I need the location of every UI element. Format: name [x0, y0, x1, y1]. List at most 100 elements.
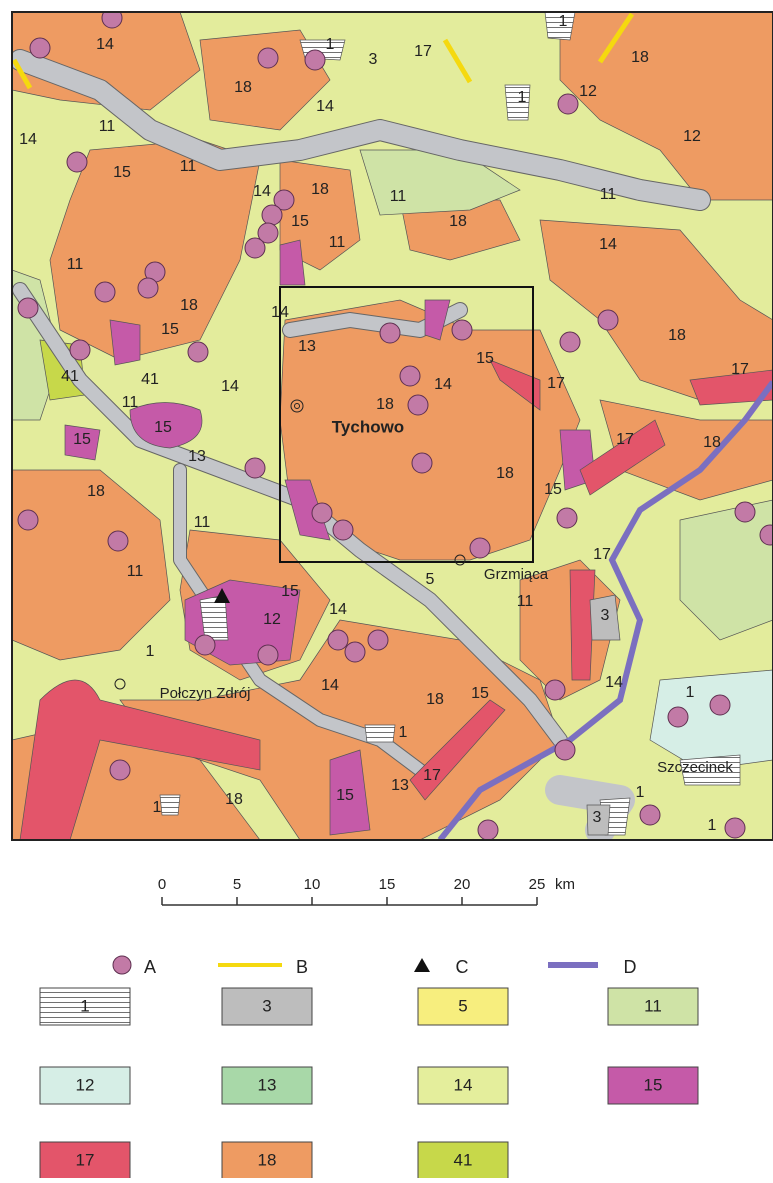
legend-label: B: [296, 957, 308, 977]
deposit-marker: [345, 642, 365, 662]
unit-label: 11: [127, 563, 144, 580]
unit-label: 15: [471, 685, 489, 702]
unit-label: 18: [631, 49, 649, 66]
deposit-marker: [400, 366, 420, 386]
deposit-marker: [640, 805, 660, 825]
unit-label: 14: [96, 36, 114, 53]
deposit-marker: [138, 278, 158, 298]
unit-label: 11: [194, 514, 211, 531]
deposit-marker: [188, 342, 208, 362]
unit-label: 1: [559, 13, 568, 30]
unit-label: 13: [298, 338, 316, 355]
unit-label: 18: [668, 327, 686, 344]
unit-label: 1: [146, 643, 155, 660]
unit-label: 18: [225, 791, 243, 808]
deposit-marker: [408, 395, 428, 415]
unit-label: 13: [188, 448, 206, 465]
legend-box-label: 13: [258, 1075, 277, 1094]
deposit-marker: [305, 50, 325, 70]
deposit-marker: [557, 508, 577, 528]
unit-label: 11: [180, 158, 197, 175]
unit-label: 15: [113, 164, 131, 181]
legend-box-label: 18: [258, 1150, 277, 1169]
unit-label: 17: [414, 43, 432, 60]
unit-label: 5: [426, 571, 435, 588]
unit-label: 11: [329, 234, 346, 251]
legend-box-label: 12: [76, 1075, 95, 1094]
place-name: Grzmiąca: [484, 566, 549, 583]
deposit-marker: [262, 205, 282, 225]
unit-label: 12: [683, 128, 701, 145]
deposit-marker: [95, 282, 115, 302]
unit-label: 15: [161, 321, 179, 338]
unit-label: 17: [593, 546, 611, 563]
deposit-marker: [30, 38, 50, 58]
page: 1413171181211814111415111214181111151118…: [0, 0, 773, 1178]
scale-bar: 0510152025km: [158, 876, 575, 905]
deposit-marker: [70, 340, 90, 360]
unit-label: 1: [399, 724, 408, 741]
deposit-marker: [412, 453, 432, 473]
unit-label: 1: [708, 817, 717, 834]
legend-box-label: 14: [454, 1075, 473, 1094]
unit-label: 18: [311, 181, 329, 198]
unit-label: 15: [544, 481, 562, 498]
deposit-marker: [478, 820, 498, 840]
deposit-marker: [668, 707, 688, 727]
deposit-marker: [380, 323, 400, 343]
unit-label: 11: [517, 593, 534, 610]
unit-label: 18: [234, 79, 252, 96]
scale-tick-label: 25: [529, 876, 546, 893]
legend-label: C: [456, 957, 469, 977]
deposit-marker: [710, 695, 730, 715]
unit-label: 18: [703, 434, 721, 451]
legend-label: D: [624, 957, 637, 977]
deposit-marker: [555, 740, 575, 760]
deposit-marker: [258, 645, 278, 665]
deposit-marker: [545, 680, 565, 700]
deposit-marker: [328, 630, 348, 650]
unit-label: 14: [253, 183, 271, 200]
scale-tick-label: 10: [304, 876, 321, 893]
deposit-marker: [558, 94, 578, 114]
unit-label: 13: [391, 777, 409, 794]
unit-label: 15: [336, 787, 354, 804]
scale-tick-label: 15: [379, 876, 396, 893]
legend-box-label: 5: [458, 996, 467, 1015]
legend-box-label: 15: [644, 1075, 663, 1094]
place-name: Połczyn Zdrój: [160, 685, 251, 702]
unit-label: 1: [518, 89, 527, 106]
unit-label: 15: [281, 583, 299, 600]
unit-label: 11: [99, 118, 116, 135]
unit-label: 15: [73, 431, 91, 448]
deposit-marker: [110, 760, 130, 780]
unit-label: 3: [601, 607, 610, 624]
unit-label: 15: [154, 419, 172, 436]
scale-tick-label: 5: [233, 876, 241, 893]
legend-symbol: [414, 958, 430, 972]
unit-label: 14: [599, 236, 617, 253]
deposit-marker: [108, 531, 128, 551]
unit-label: 18: [87, 483, 105, 500]
unit-label: 11: [390, 188, 407, 205]
unit-label: 14: [605, 674, 623, 691]
deposit-marker: [452, 320, 472, 340]
deposit-marker: [18, 510, 38, 530]
unit-label: 17: [423, 767, 441, 784]
unit-label: 17: [731, 361, 749, 378]
legend-label: A: [144, 957, 156, 977]
unit-label: 3: [369, 51, 378, 68]
legend-box-label: 11: [644, 996, 662, 1015]
unit-label: 18: [180, 297, 198, 314]
unit-label: 11: [600, 186, 617, 203]
unit-label: 18: [496, 465, 514, 482]
unit-label: 41: [141, 371, 159, 388]
unit-label: 14: [329, 601, 347, 618]
unit-label: 1: [636, 784, 645, 801]
legend-box-label: 17: [76, 1150, 95, 1169]
unit-label: 14: [316, 98, 334, 115]
legend-symbol: [113, 956, 131, 974]
unit-label: 1: [326, 36, 335, 53]
deposit-marker: [470, 538, 490, 558]
unit-label: 12: [579, 83, 597, 100]
